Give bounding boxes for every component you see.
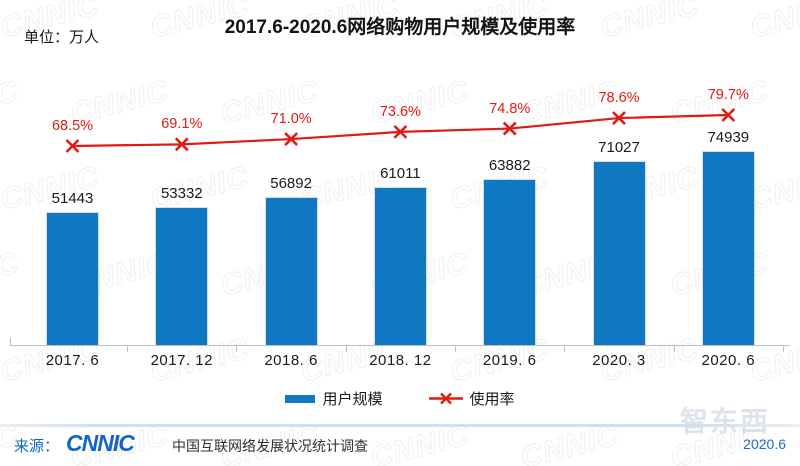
legend-bar-swatch xyxy=(285,394,316,403)
x-axis-label-6: 2020. 3 xyxy=(592,352,646,369)
usage-rate-marker-7 xyxy=(721,108,736,122)
legend-item-user-scale: 用户规模 xyxy=(285,388,383,409)
x-axis-label-2: 2017. 12 xyxy=(150,352,213,369)
legend-item-usage-rate: 使用率 xyxy=(428,388,515,409)
x-axis-label-3: 2018. 6 xyxy=(264,352,318,369)
source-prefix: 来源： xyxy=(14,438,60,455)
usage-rate-marker-2 xyxy=(174,137,189,152)
plot-area: 51443 68.5% 2017. 6 53332 69.1% 2017. 12 56892… xyxy=(10,87,790,369)
footer-divider xyxy=(0,424,800,427)
bar-value-label-6: 71027 xyxy=(598,138,640,156)
axis-origin-tick xyxy=(10,338,11,345)
x-axis-tick-1 xyxy=(127,345,128,352)
usage-rate-label-7: 79.7% xyxy=(707,87,749,103)
bar-3 xyxy=(264,197,318,345)
footer-date: 2020.6 xyxy=(743,436,786,452)
usage-rate-marker-1 xyxy=(65,139,80,153)
usage-rate-label-2: 69.1% xyxy=(161,116,203,133)
x-axis-tick-4 xyxy=(454,345,456,352)
unit-label: 单位：万人 xyxy=(24,29,100,46)
cnnic-logo: CNNIC xyxy=(66,430,135,456)
x-axis-label-4: 2018. 12 xyxy=(369,352,432,369)
usage-rate-marker-6 xyxy=(612,111,626,125)
legend-label-user-scale: 用户规模 xyxy=(322,391,383,408)
footer-bar: 来源： CNNIC 中国互联网络发展状况统计调查 2020.6 xyxy=(0,428,800,466)
bar-value-label-1: 51443 xyxy=(51,189,94,207)
bar-4 xyxy=(373,186,427,345)
chart-title: 2017.6-2020.6网络购物用户规模及使用率 xyxy=(224,17,576,38)
x-axis-label-7: 2020. 6 xyxy=(701,352,756,369)
usage-rate-label-6: 78.6% xyxy=(598,90,640,107)
legend-label-usage-rate: 使用率 xyxy=(469,391,515,408)
x-axis-tick-6 xyxy=(673,345,675,352)
x-axis-label-1: 2017. 6 xyxy=(45,352,100,369)
bar-6 xyxy=(592,160,646,345)
brand-watermark: 智东西 xyxy=(679,406,770,437)
usage-rate-marker-5 xyxy=(502,121,517,136)
usage-rate-marker-3 xyxy=(284,132,299,146)
bar-value-label-3: 56892 xyxy=(270,175,312,193)
bar-value-label-4: 61011 xyxy=(380,164,421,182)
chart-legend: 用户规模 使用率 xyxy=(0,388,800,409)
x-axis-line xyxy=(10,345,790,346)
x-axis-tick-7 xyxy=(782,345,784,352)
legend-line-swatch xyxy=(428,392,463,405)
bar-1 xyxy=(46,211,99,345)
bar-value-label-7: 74939 xyxy=(707,128,750,146)
usage-rate-label-4: 73.6% xyxy=(379,103,421,120)
survey-name: 中国互联网络发展状况统计调查 xyxy=(172,438,368,454)
usage-rate-label-5: 74.8% xyxy=(489,100,531,117)
bar-value-label-2: 53332 xyxy=(160,184,203,202)
x-axis-tick-5 xyxy=(564,345,566,352)
usage-rate-label-3: 71.0% xyxy=(270,111,312,128)
bar-2 xyxy=(155,206,209,345)
bar-5 xyxy=(483,179,537,345)
bar-value-label-5: 63882 xyxy=(488,157,531,175)
usage-rate-marker-4 xyxy=(393,124,408,139)
x-axis-label-5: 2019. 6 xyxy=(482,352,537,369)
bar-7 xyxy=(701,150,755,345)
usage-rate-label-1: 68.5% xyxy=(51,118,94,134)
x-axis-tick-3 xyxy=(345,345,347,352)
x-axis-tick-2 xyxy=(236,345,238,352)
